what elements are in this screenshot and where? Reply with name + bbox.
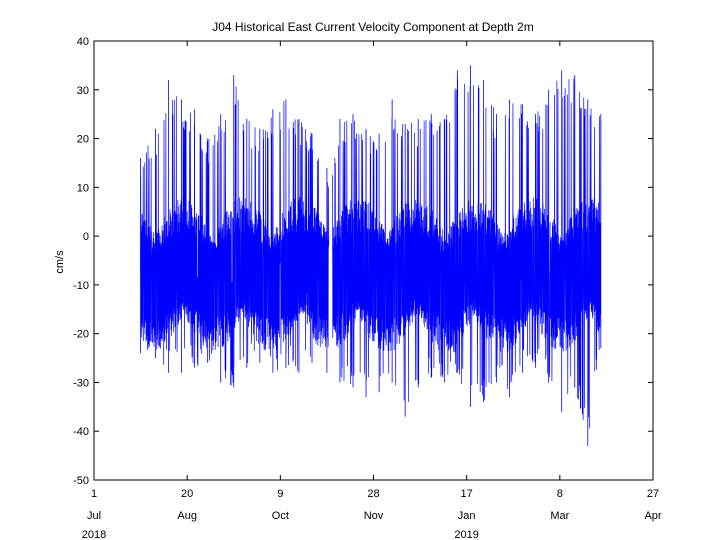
x-tick-day-label: 8 bbox=[557, 488, 563, 500]
x-tick-month-label: Apr bbox=[644, 510, 661, 522]
y-tick-label: 40 bbox=[77, 36, 89, 48]
x-tick-day-label: 27 bbox=[647, 488, 659, 500]
x-tick-month-label: Mar bbox=[550, 510, 569, 522]
x-tick-month-label: Oct bbox=[272, 510, 289, 522]
series-line bbox=[140, 86, 330, 386]
y-tick-label: 20 bbox=[77, 134, 89, 146]
y-tick-label: 10 bbox=[77, 182, 89, 194]
x-tick-month-label: Jul bbox=[87, 510, 101, 522]
y-tick-label: -30 bbox=[73, 377, 89, 389]
y-tick-label: -10 bbox=[73, 280, 89, 292]
x-tick-month-label: Aug bbox=[177, 510, 197, 522]
x-tick-month-label: Jan bbox=[458, 510, 476, 522]
x-tick-month-label: Nov bbox=[364, 510, 384, 522]
x-tick-day-label: 28 bbox=[367, 488, 379, 500]
x-tick-day-label: 9 bbox=[277, 488, 283, 500]
x-tick-day-label: 17 bbox=[461, 488, 473, 500]
y-tick-label: -20 bbox=[73, 329, 89, 341]
y-tick-label: 30 bbox=[77, 85, 89, 97]
chart-title: J04 Historical East Current Velocity Com… bbox=[212, 20, 533, 34]
axes: 40 30 20 10 0 -10 -20 -30 -40 -501 Jul 2018 20 Aug 9 Oc… bbox=[73, 36, 662, 540]
velocity-series bbox=[140, 65, 602, 446]
series-line bbox=[332, 78, 602, 429]
x-tick-year-label: 2019 bbox=[454, 529, 478, 540]
x-tick-year-label: 2018 bbox=[82, 529, 106, 540]
y-tick-label: -50 bbox=[73, 475, 89, 487]
y-axis-label: cm/s bbox=[54, 250, 66, 274]
y-tick-label: 0 bbox=[83, 231, 89, 243]
y-tick-label: -40 bbox=[73, 426, 89, 438]
x-tick-day-label: 20 bbox=[181, 488, 193, 500]
x-tick-day-label: 1 bbox=[91, 488, 97, 500]
